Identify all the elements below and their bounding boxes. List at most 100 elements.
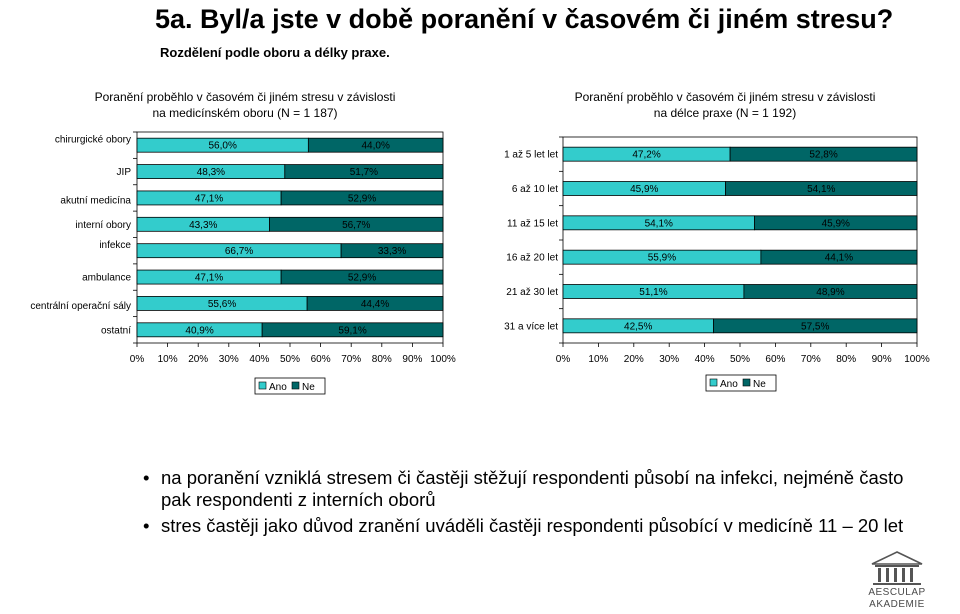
data-label-ne: 52,9% <box>348 273 376 284</box>
bar-ne <box>725 181 918 196</box>
chart-right-title-line2: na délce praxe (N = 1 192) <box>653 106 797 120</box>
chart-left-title-line1: Poranění proběhlo v časovém či jiném str… <box>94 90 396 104</box>
x-tick-label: 70% <box>801 354 821 365</box>
data-label-ano: 66,7% <box>225 246 253 257</box>
category-label: 21 až 30 let <box>506 287 558 298</box>
data-label-ne: 44,4% <box>361 299 389 310</box>
x-tick-label: 0% <box>130 354 145 365</box>
data-label-ne: 44,1% <box>825 253 853 264</box>
data-label-ano: 42,5% <box>624 321 652 332</box>
bar-ne <box>713 318 918 334</box>
x-tick-label: 70% <box>341 354 361 365</box>
slide-title: 5a. Byl/a jste v době poranění v časovém… <box>155 4 894 34</box>
x-tick-label: 80% <box>836 354 856 365</box>
data-label-ne: 54,1% <box>807 184 835 195</box>
data-label-ne: 45,9% <box>822 218 850 229</box>
x-tick-label: 50% <box>730 354 750 365</box>
legend-swatch-ne <box>291 381 300 390</box>
data-label-ano: 43,3% <box>189 220 217 231</box>
x-tick-label: 20% <box>624 354 644 365</box>
data-label-ano: 51,1% <box>639 287 667 298</box>
x-tick-label: 40% <box>695 354 715 365</box>
legend-swatch-ano <box>258 381 267 390</box>
bar-ne <box>306 296 444 311</box>
category-label: JIP <box>117 167 132 178</box>
plot-area <box>136 131 444 344</box>
category-label: 31 a více let <box>504 321 558 332</box>
x-tick-label: 50% <box>280 354 300 365</box>
data-label-ano: 47,1% <box>195 193 223 204</box>
legend-label-ne: Ne <box>753 379 766 390</box>
bar-ne <box>743 284 918 299</box>
x-tick-label: 80% <box>372 354 392 365</box>
data-label-ne: 33,3% <box>378 246 406 257</box>
aesculap-logo: AESCULAP AKADEMIE <box>852 548 942 610</box>
x-tick-label: 60% <box>311 354 331 365</box>
chart-right-title: Poranění proběhlo v časovém či jiném str… <box>540 89 910 121</box>
x-tick-label: 100% <box>430 354 456 365</box>
bar-ne <box>760 249 918 265</box>
bullet-list: na poranění vzniklá stresem či častěji s… <box>143 467 923 541</box>
x-tick-label: 30% <box>659 354 679 365</box>
x-tick-label: 20% <box>188 354 208 365</box>
category-label: ostatní <box>101 325 131 336</box>
legend-swatch-ne <box>742 378 751 387</box>
category-label: akutní medicína <box>60 195 131 206</box>
data-label-ne: 56,7% <box>342 220 370 231</box>
legend-swatch-ano <box>709 378 718 387</box>
plot-area <box>562 136 918 344</box>
x-tick-label: 0% <box>556 354 571 365</box>
bar-ne <box>280 269 444 285</box>
data-label-ne: 44,0% <box>362 141 390 152</box>
category-label: ambulance <box>82 273 131 284</box>
chart-right-title-line1: Poranění proběhlo v časovém či jiném str… <box>574 90 876 104</box>
bar-ne <box>340 243 444 259</box>
data-label-ano: 56,0% <box>209 141 237 152</box>
chart-left-title-line2: na medicínském oboru (N = 1 187) <box>152 106 338 120</box>
data-label-ano: 45,9% <box>630 184 658 195</box>
category-label: centrální operační sály <box>30 301 131 312</box>
category-label: chirurgické obory <box>55 135 131 146</box>
category-label: 16 až 20 let <box>506 253 558 264</box>
x-tick-label: 10% <box>158 354 178 365</box>
category-label: interní obory <box>75 220 131 231</box>
data-label-ne: 48,9% <box>816 287 844 298</box>
x-tick-label: 60% <box>765 354 785 365</box>
data-label-ne: 51,7% <box>350 167 378 178</box>
bullet-item: na poranění vzniklá stresem či častěji s… <box>143 467 923 511</box>
data-label-ano: 47,2% <box>632 150 660 161</box>
x-tick-label: 90% <box>402 354 422 365</box>
temple-icon <box>871 551 923 585</box>
bar-ne <box>280 190 444 206</box>
bar-ne <box>754 215 918 231</box>
data-label-ano: 54,1% <box>645 218 673 229</box>
data-label-ne: 52,8% <box>809 150 837 161</box>
logo-line1: AESCULAP <box>868 587 926 598</box>
x-tick-label: 40% <box>249 354 269 365</box>
category-label: 1 až 5 let let <box>504 150 558 161</box>
bar-ne <box>261 322 444 338</box>
bar-ne <box>284 164 444 179</box>
x-tick-label: 30% <box>219 354 239 365</box>
data-label-ne: 59,1% <box>338 325 366 336</box>
bar-ne <box>269 216 444 232</box>
category-label: infekce <box>99 240 131 251</box>
slide-subtitle: Rozdělení podle oboru a délky praxe. <box>160 45 390 60</box>
data-label-ano: 55,6% <box>208 299 236 310</box>
legend-label-ano: Ano <box>720 379 738 390</box>
x-tick-label: 100% <box>904 354 930 365</box>
data-label-ano: 40,9% <box>185 325 213 336</box>
data-label-ano: 55,9% <box>648 253 676 264</box>
x-tick-label: 10% <box>588 354 608 365</box>
data-label-ano: 47,1% <box>195 273 223 284</box>
legend-box <box>254 377 326 395</box>
legend-label-ano: Ano <box>269 382 287 393</box>
chart-left-title: Poranění proběhlo v časovém či jiném str… <box>60 89 430 121</box>
data-label-ano: 48,3% <box>197 167 225 178</box>
data-label-ne: 57,5% <box>801 321 829 332</box>
legend-box <box>705 374 777 392</box>
bar-ne <box>729 146 918 162</box>
category-label: 6 až 10 let <box>512 184 558 195</box>
logo-line2: AKADEMIE <box>869 599 925 610</box>
